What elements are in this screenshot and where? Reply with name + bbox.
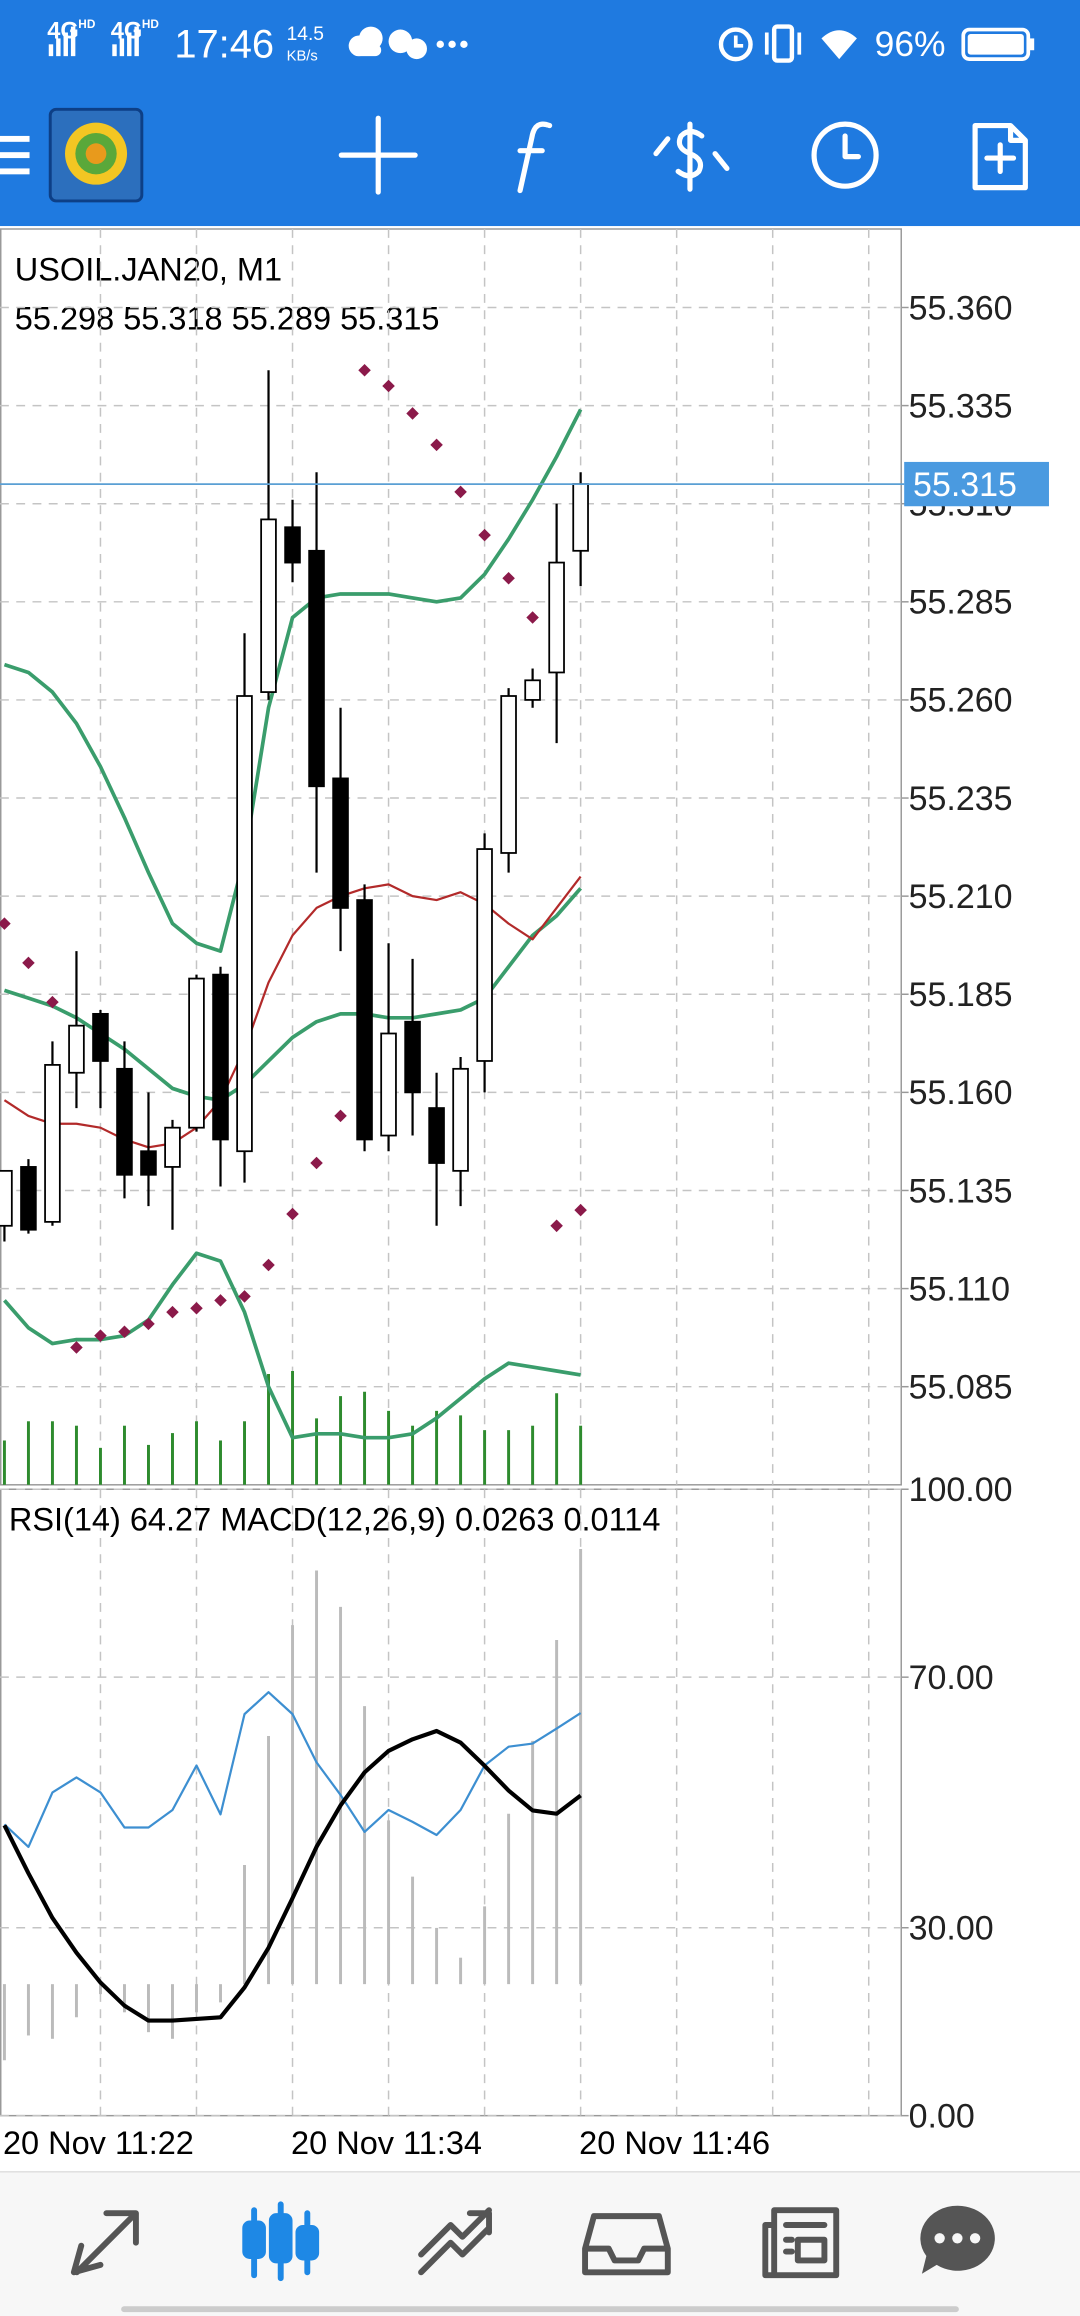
x-tick-label: 20 Nov 11:22	[3, 2125, 194, 2161]
candle-body	[236, 695, 253, 1153]
trade-button[interactable]	[653, 121, 730, 192]
sar-dot	[502, 572, 515, 585]
macd-signal-line	[2, 1728, 582, 2023]
battery-icon	[961, 27, 1035, 61]
candle-body	[572, 483, 589, 552]
speed: 14.5	[287, 24, 324, 45]
wifi-icon	[821, 30, 857, 60]
y-tick-label: 0.00	[909, 2097, 975, 2135]
news-tab[interactable]	[762, 2207, 840, 2279]
header	[0, 0, 1080, 227]
sar-dot	[430, 438, 443, 452]
candle-body	[452, 1067, 469, 1172]
price-pane	[0, 228, 902, 1486]
clock: 17:46	[174, 23, 274, 67]
y-tick-label: 55.285	[909, 584, 1013, 622]
sar-dot	[142, 1317, 155, 1331]
candle-body	[68, 1024, 85, 1074]
network-sub: HD	[78, 17, 96, 31]
overlay-line	[3, 408, 583, 953]
candle-body	[308, 549, 325, 788]
oscillator-pane	[0, 1488, 902, 2117]
y-tick-label: 55.135	[909, 1172, 1013, 1210]
vibrate-icon	[764, 24, 802, 63]
candle-body	[380, 1032, 397, 1137]
plot-layer: 55.36055.33555.31055.28555.26055.23555.2…	[0, 228, 1049, 2161]
candle-body	[44, 1064, 61, 1223]
current-price-label: 55.315	[913, 466, 1017, 504]
sar-dot	[286, 1207, 299, 1221]
sar-dot	[358, 364, 371, 377]
candle-body	[92, 1012, 109, 1062]
candle-body	[548, 561, 565, 674]
y-tick-label: 55.160	[909, 1074, 1013, 1112]
sar-dot	[526, 611, 539, 624]
signal-bars	[48, 26, 139, 57]
x-tick-label: 20 Nov 11:46	[579, 2125, 770, 2161]
status-bar: 4G HD 4G HD 17:46 14.5 KB/s 96%	[47, 17, 1035, 67]
history-tab[interactable]	[582, 2213, 671, 2276]
sar-dot	[94, 1329, 107, 1342]
alarm-icon	[718, 27, 753, 62]
candle-body	[212, 973, 229, 1141]
oscillator-title: RSI(14) 64.27 MACD(12,26,9) 0.0263 0.011…	[9, 1502, 661, 1538]
sar-dot	[310, 1156, 323, 1170]
crosshair-button[interactable]	[338, 115, 418, 195]
y-tick-label: 55.235	[909, 780, 1013, 818]
chat-icon	[388, 29, 427, 60]
sar-dot	[262, 1258, 275, 1272]
candle-body	[260, 518, 277, 693]
candle-body	[404, 1020, 421, 1094]
candle-body	[140, 1150, 157, 1176]
indicators-button[interactable]	[517, 121, 553, 194]
home-indicator	[121, 2306, 959, 2313]
chat-tab[interactable]	[920, 2205, 995, 2274]
cloud-icon	[348, 26, 383, 57]
trade-tab[interactable]	[418, 2207, 492, 2276]
network-sub: HD	[142, 17, 160, 31]
y-tick-label: 55.110	[909, 1270, 1010, 1308]
candle-body	[524, 679, 541, 701]
candle-body	[188, 977, 205, 1129]
candle-body	[500, 695, 517, 854]
history-button[interactable]	[811, 121, 879, 189]
y-tick-label: 55.185	[909, 976, 1013, 1014]
symbol-title: USOIL.JAN20, M1	[15, 252, 282, 288]
y-tick-label: 100.00	[909, 1471, 1013, 1509]
candle-body	[284, 526, 301, 564]
speed-unit: KB/s	[287, 49, 318, 65]
candle-body	[0, 1169, 13, 1227]
new-order-button[interactable]	[972, 122, 1028, 191]
ohlc-text: 55.298 55.318 55.289 55.315	[15, 300, 440, 336]
y-tick-label: 30.00	[909, 1910, 994, 1948]
menu-button[interactable]	[0, 135, 30, 175]
candle-body	[20, 1166, 37, 1231]
y-tick-label: 55.210	[909, 878, 1013, 916]
y-tick-label: 55.360	[909, 289, 1013, 327]
y-tick-label: 55.335	[909, 387, 1013, 425]
candle-body	[428, 1107, 445, 1164]
bottom-nav	[0, 2171, 1080, 2316]
more-dots	[436, 40, 468, 49]
candle-body	[332, 777, 349, 909]
candle-body	[476, 848, 493, 1062]
current-price-tag	[904, 461, 1049, 507]
battery-level: 96%	[875, 24, 946, 64]
y-tick-label: 70.00	[909, 1659, 994, 1697]
toolbar	[0, 107, 1028, 203]
chart-tab[interactable]	[242, 2201, 320, 2282]
quotes-tab[interactable]	[70, 2210, 139, 2276]
y-tick-label: 55.085	[909, 1369, 1013, 1407]
sar-dot	[574, 1203, 587, 1217]
candle-body	[356, 899, 373, 1141]
x-tick-label: 20 Nov 11:34	[291, 2125, 482, 2161]
candle-body	[164, 1126, 181, 1168]
y-tick-label: 55.260	[909, 682, 1013, 720]
app-logo[interactable]	[48, 107, 144, 203]
candle-body	[116, 1067, 133, 1176]
